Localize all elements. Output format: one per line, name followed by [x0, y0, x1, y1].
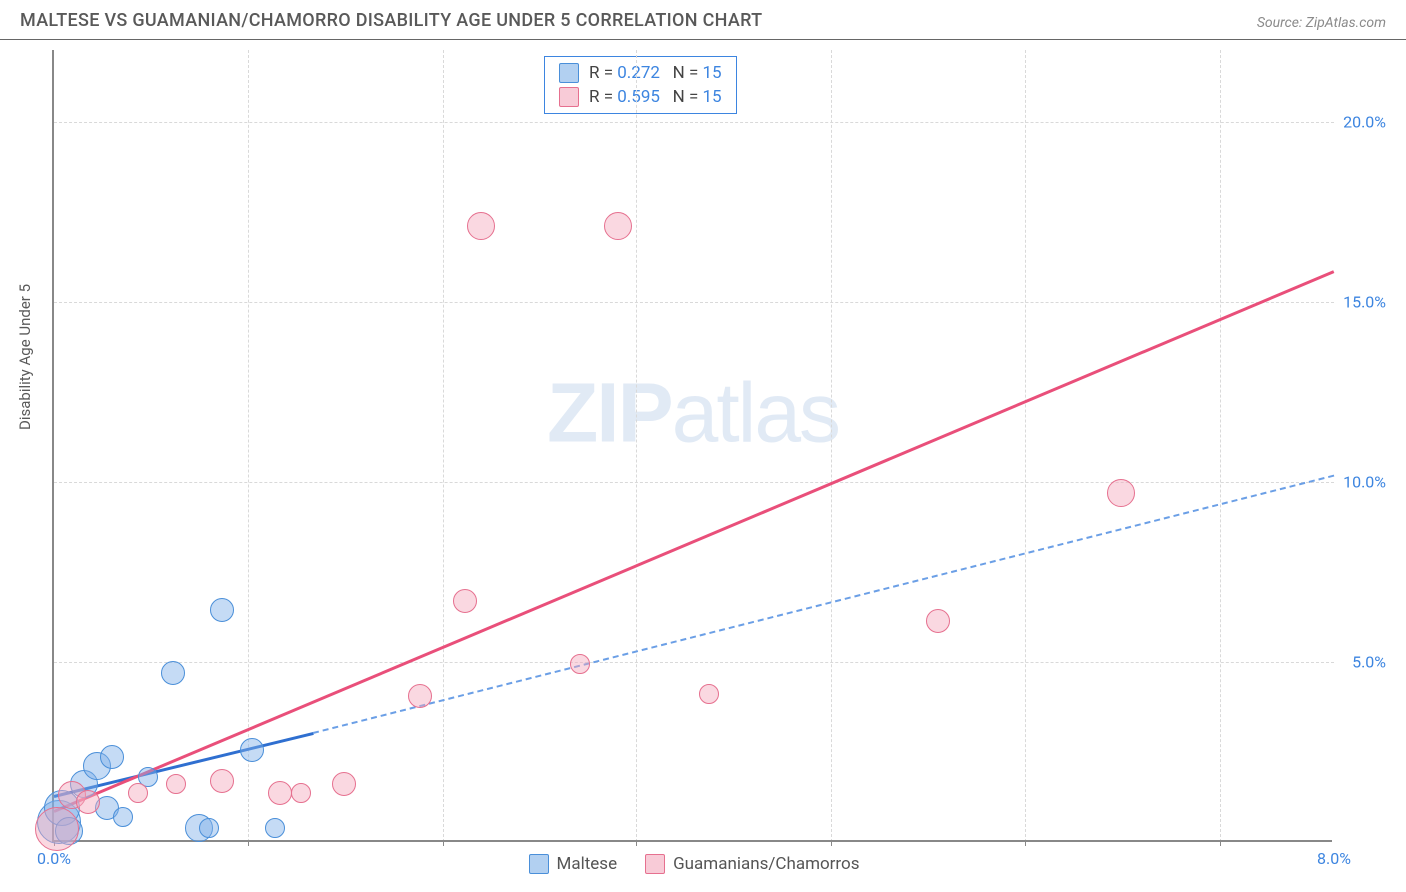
legend-swatch: [529, 854, 549, 874]
data-point: [570, 654, 590, 674]
gridline-vertical: [248, 50, 249, 842]
gridline-vertical: [1220, 50, 1221, 842]
gridline-vertical: [1025, 50, 1026, 842]
data-point: [210, 598, 234, 622]
data-point: [35, 807, 79, 851]
x-tick: [248, 840, 249, 846]
y-tick-label: 5.0%: [1332, 653, 1386, 672]
data-point: [76, 790, 100, 814]
data-point: [128, 783, 148, 803]
legend-swatch: [559, 63, 579, 83]
legend-label: Maltese: [557, 854, 618, 874]
gridline-vertical: [831, 50, 832, 842]
data-point: [265, 818, 285, 838]
chart-container: Disability Age Under 5 ZIPatlas R = 0.27…: [52, 50, 1386, 842]
gridline-horizontal: [54, 122, 1334, 123]
data-point: [100, 745, 124, 769]
gridline-horizontal: [54, 482, 1334, 483]
data-point: [604, 212, 632, 240]
x-tick-label: 0.0%: [37, 849, 71, 868]
y-axis-title: Disability Age Under 5: [16, 284, 34, 430]
watermark: ZIPatlas: [547, 365, 839, 462]
x-tick-label: 8.0%: [1317, 849, 1351, 868]
y-tick-label: 15.0%: [1332, 293, 1386, 312]
legend-r-label: R = 0.272 N = 15: [589, 63, 722, 83]
legend-row: R = 0.272 N = 15: [545, 61, 736, 85]
data-point: [113, 807, 133, 827]
watermark-bold: ZIP: [547, 366, 672, 460]
data-point: [453, 589, 477, 613]
y-tick-label: 10.0%: [1332, 473, 1386, 492]
data-point: [1107, 479, 1135, 507]
data-point: [166, 774, 186, 794]
data-point: [161, 661, 185, 685]
legend-swatch: [645, 854, 665, 874]
chart-source: Source: ZipAtlas.com: [1257, 15, 1386, 31]
plot-area: ZIPatlas R = 0.272 N = 15 R = 0.595 N = 1…: [52, 50, 1332, 842]
y-tick-label: 20.0%: [1332, 113, 1386, 132]
gridline-vertical: [443, 50, 444, 842]
x-tick: [443, 840, 444, 846]
data-point: [926, 609, 950, 633]
chart-title: MALTESE VS GUAMANIAN/CHAMORRO DISABILITY…: [20, 10, 762, 31]
legend-item: Guamanians/Chamorros: [645, 854, 859, 874]
legend-row: R = 0.595 N = 15: [545, 85, 736, 109]
data-point: [699, 684, 719, 704]
legend-r-label: R = 0.595 N = 15: [589, 87, 722, 107]
correlation-legend: R = 0.272 N = 15 R = 0.595 N = 15: [544, 56, 737, 114]
x-tick: [636, 840, 637, 846]
data-point: [210, 769, 234, 793]
x-tick: [1220, 840, 1221, 846]
gridline-vertical: [636, 50, 637, 842]
data-point: [467, 212, 495, 240]
data-point: [268, 781, 292, 805]
gridline-horizontal: [54, 662, 1334, 663]
data-point: [199, 818, 219, 838]
data-point: [291, 783, 311, 803]
data-point: [240, 738, 264, 762]
legend-item: Maltese: [529, 854, 618, 874]
trend-line: [53, 270, 1334, 813]
watermark-rest: atlas: [672, 366, 839, 460]
legend-swatch: [559, 87, 579, 107]
x-tick: [831, 840, 832, 846]
data-point: [408, 684, 432, 708]
data-point: [332, 772, 356, 796]
legend-label: Guamanians/Chamorros: [673, 854, 859, 874]
gridline-horizontal: [54, 302, 1334, 303]
chart-header: MALTESE VS GUAMANIAN/CHAMORRO DISABILITY…: [0, 0, 1406, 40]
series-legend: Maltese Guamanians/Chamorros: [54, 854, 1334, 874]
x-tick: [1025, 840, 1026, 846]
